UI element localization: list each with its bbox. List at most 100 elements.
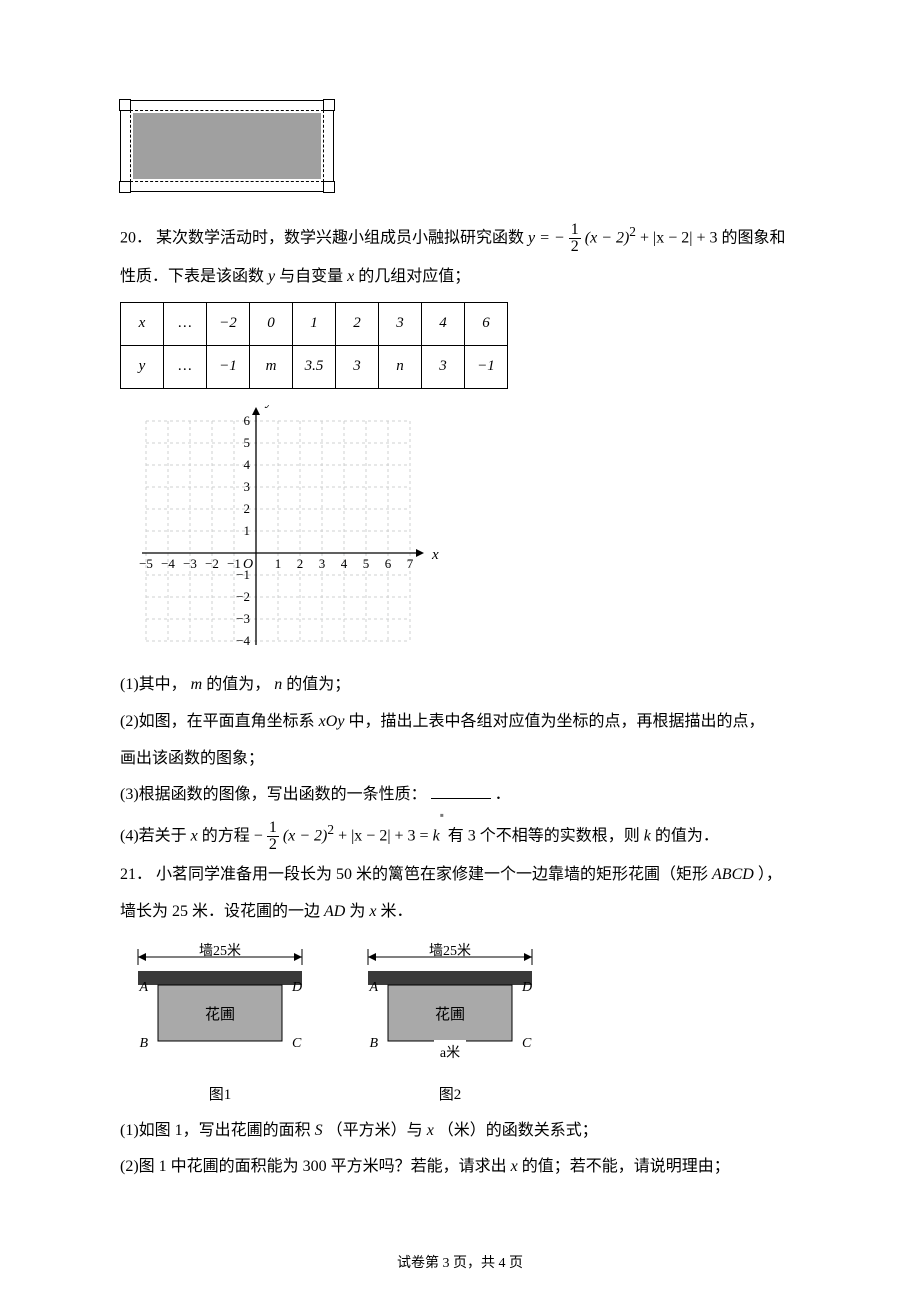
q20-eq-frac: 1 2	[569, 222, 581, 255]
q20s1-n: n	[274, 676, 282, 693]
q20s4-eqplus: +	[338, 827, 351, 844]
q20-y-label: y	[268, 268, 279, 285]
q20s4-eqsup: 2	[327, 822, 334, 837]
svg-text:墙25米: 墙25米	[429, 943, 471, 959]
shaded-rectangle	[133, 113, 321, 179]
q21-ad: AD	[324, 903, 345, 920]
q21-line2c: 米．	[380, 903, 412, 920]
garden-figures-row: 墙25米花圃 A B C D 图1 墙25米花圃 A B C Da米 图2	[120, 941, 800, 1109]
q20s4-eq-lead: −	[254, 827, 263, 844]
svg-text:3: 3	[244, 479, 251, 494]
svg-text:D: D	[291, 980, 302, 995]
svg-text:−4: −4	[161, 556, 175, 571]
svg-text:x: x	[431, 547, 439, 563]
xy-row-x: x … −2 0 1 2 3 4 6	[121, 302, 508, 345]
q20-eq-lhs: y = −	[528, 229, 565, 246]
svg-text:B: B	[139, 1036, 148, 1051]
q20s4-d: 的值为．	[655, 827, 719, 844]
q20-eq-mid: (x − 2)	[585, 229, 630, 246]
q20-eq-abs: |x − 2|	[653, 229, 692, 246]
q21-line1: 21． 小茗同学准备用一段长为 50 米的篱笆在家修建一个一边靠墙的矩形花圃（矩…	[120, 861, 800, 890]
q20s4-b: 的方程	[202, 827, 250, 844]
q20s1-b: 的值为，	[206, 676, 270, 693]
svg-text:−4: −4	[236, 633, 250, 648]
q20s4-x: x	[191, 827, 198, 844]
q20s1-c: 的值为；	[286, 676, 350, 693]
cell-y-8: −1	[465, 345, 508, 388]
svg-text:A: A	[368, 980, 378, 995]
blank-underline	[431, 782, 491, 799]
svg-text:A: A	[138, 980, 148, 995]
q21s1-a: (1)如图 1，写出花圃的面积	[120, 1122, 315, 1139]
svg-text:花圃: 花圃	[205, 1006, 235, 1023]
cell-x-4: 1	[293, 302, 336, 345]
q21s1-c: （米）的函数关系式；	[438, 1122, 598, 1139]
q20s2-xoy: xOy	[319, 713, 345, 730]
q21s1-S: S	[315, 1122, 323, 1139]
q21-abcd: ABCD	[712, 866, 754, 883]
q20s4-k: k	[644, 827, 651, 844]
q20s4-eqabs: |x − 2|	[351, 827, 390, 844]
cell-x-0: x	[121, 302, 164, 345]
coordinate-grid: −5−4−3−2−11234567−4−3−2−1123456Oxy ▪	[130, 405, 450, 661]
q20-sub2b: 画出该函数的图象；	[120, 745, 800, 774]
cell-x-5: 2	[336, 302, 379, 345]
cell-x-2: −2	[207, 302, 250, 345]
q20-frac-num: 1	[569, 222, 581, 239]
svg-text:B: B	[369, 1036, 378, 1051]
cell-x-8: 6	[465, 302, 508, 345]
q20s4-frac-num: 1	[267, 820, 279, 837]
svg-text:a米: a米	[440, 1045, 460, 1061]
q20s3-a: (3)根据函数的图像，写出函数的一条性质：	[120, 786, 427, 803]
corner-bl	[119, 181, 131, 193]
q20s2-a: (2)如图，在平面直角坐标系	[120, 713, 319, 730]
cell-y-6: n	[379, 345, 422, 388]
svg-text:4: 4	[244, 457, 251, 472]
svg-text:O: O	[243, 557, 253, 572]
cell-y-3: m	[250, 345, 293, 388]
q21s1-x: x	[427, 1122, 434, 1139]
garden-figure-1-caption: 图1	[120, 1082, 320, 1109]
q20-sub2a: (2)如图，在平面直角坐标系 xOy 中，描出上表中各组对应值为坐标的点，再根据…	[120, 708, 800, 737]
q20-sub1: (1)其中， m 的值为， n 的值为；	[120, 671, 800, 700]
q21-line2a: 墙长为 25 米．设花圃的一边	[120, 903, 324, 920]
corner-tl	[119, 99, 131, 111]
q21-sub1: (1)如图 1，写出花圃的面积 S （平方米）与 x （米）的函数关系式；	[120, 1117, 800, 1146]
svg-text:花圃: 花圃	[435, 1006, 465, 1023]
svg-text:6: 6	[244, 413, 251, 428]
q21-sub2: (2)图 1 中花圃的面积能为 300 平方米吗？若能，请求出 x 的值；若不能…	[120, 1153, 800, 1182]
cell-y-5: 3	[336, 345, 379, 388]
garden-figure-2-caption: 图2	[350, 1082, 550, 1109]
q20-line2-text: 性质．下表是该函数	[120, 268, 264, 285]
svg-text:2: 2	[297, 556, 304, 571]
q20-eq-tail: + 3	[696, 229, 717, 246]
svg-text:−3: −3	[183, 556, 197, 571]
q21-line1b: ），	[758, 866, 782, 883]
svg-text:D: D	[521, 980, 532, 995]
q20-line1: 20． 某次数学活动时，数学兴趣小组成员小融拟研究函数 y = − 1 2 (x…	[120, 220, 800, 255]
coordinate-grid-svg: −5−4−3−2−11234567−4−3−2−1123456Oxy	[130, 405, 450, 661]
svg-text:1: 1	[275, 556, 282, 571]
corner-tr	[323, 99, 335, 111]
q20s4-eqtail: + 3 =	[395, 827, 433, 844]
svg-text:2: 2	[244, 501, 251, 516]
svg-text:C: C	[522, 1036, 532, 1051]
q20s1-a: (1)其中，	[120, 676, 187, 693]
page-footer: 试卷第 3 页，共 4 页	[0, 1251, 920, 1276]
q20s4-c: 有 3 个不相等的实数根，则	[448, 827, 644, 844]
extra-marker: ▪	[440, 805, 444, 827]
q21-label: 21．	[120, 866, 152, 883]
garden-figure-2: 墙25米花圃 A B C Da米 图2	[350, 941, 550, 1109]
q21-line2b: 为	[349, 903, 369, 920]
q20s4-eqmid: (x − 2)	[283, 827, 328, 844]
svg-text:−5: −5	[139, 556, 153, 571]
corner-br	[323, 181, 335, 193]
garden-figure-1: 墙25米花圃ABCD 图1	[120, 941, 320, 1109]
q20-x-label: x	[347, 268, 358, 285]
q20-eq-plus: +	[640, 229, 653, 246]
cell-y-4: 3.5	[293, 345, 336, 388]
cell-x-1: …	[164, 302, 207, 345]
svg-text:6: 6	[385, 556, 392, 571]
q20-prefix: 某次数学活动时，数学兴趣小组成员小融拟研究函数	[156, 229, 524, 246]
q21-line2: 墙长为 25 米．设花圃的一边 AD 为 x 米．	[120, 898, 800, 927]
